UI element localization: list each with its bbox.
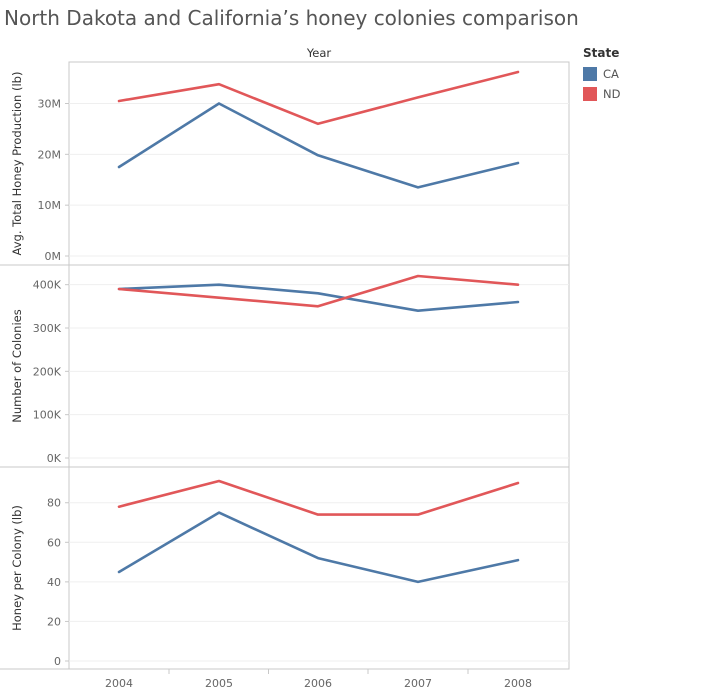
y-tick-label: 20M <box>38 148 62 161</box>
series-line-ca <box>117 283 520 313</box>
y-axis-title: Number of Colonies <box>10 309 24 422</box>
y-tick-label: 0K <box>47 452 62 465</box>
y-tick-label: 60 <box>47 536 61 549</box>
y-tick-label: 10M <box>38 199 62 212</box>
plot-frame <box>68 61 570 670</box>
legend: State CA ND <box>583 46 620 104</box>
x-tick-label: 2005 <box>205 677 233 690</box>
y-tick-label: 300K <box>33 322 62 335</box>
y-tick-label: 0M <box>45 250 62 263</box>
series-line-nd <box>117 274 520 308</box>
y-tick-label: 200K <box>33 365 62 378</box>
y-axis-title: Honey per Colony (lb) <box>10 505 24 631</box>
series-line-nd <box>117 479 520 516</box>
x-tick-label: 2007 <box>404 677 432 690</box>
series-line-ca <box>117 102 520 189</box>
y-tick-label: 40 <box>47 576 61 589</box>
x-tick-label: 2004 <box>105 677 133 690</box>
y-tick-label: 20 <box>47 615 61 628</box>
y-tick-label: 30M <box>38 98 62 111</box>
series-line-ca <box>117 511 520 584</box>
series-line-nd <box>117 70 520 126</box>
y-axis-title: Avg. Total Honey Production (lb) <box>10 72 24 256</box>
y-tick-label: 0 <box>54 655 61 668</box>
y-tick-label: 400K <box>33 279 62 292</box>
legend-item-nd[interactable]: ND <box>583 84 620 104</box>
legend-swatch-nd <box>583 87 597 101</box>
x-tick-label: 2008 <box>504 677 532 690</box>
legend-title: State <box>583 46 620 60</box>
legend-label-nd: ND <box>603 87 621 101</box>
x-tick-label: 2006 <box>304 677 332 690</box>
y-tick-label: 80 <box>47 497 61 510</box>
column-header: Year <box>306 46 332 60</box>
legend-label-ca: CA <box>603 67 619 81</box>
legend-item-ca[interactable]: CA <box>583 64 620 84</box>
y-tick-label: 100K <box>33 409 62 422</box>
chart-title: North Dakota and California’s honey colo… <box>4 6 579 30</box>
legend-swatch-ca <box>583 67 597 81</box>
